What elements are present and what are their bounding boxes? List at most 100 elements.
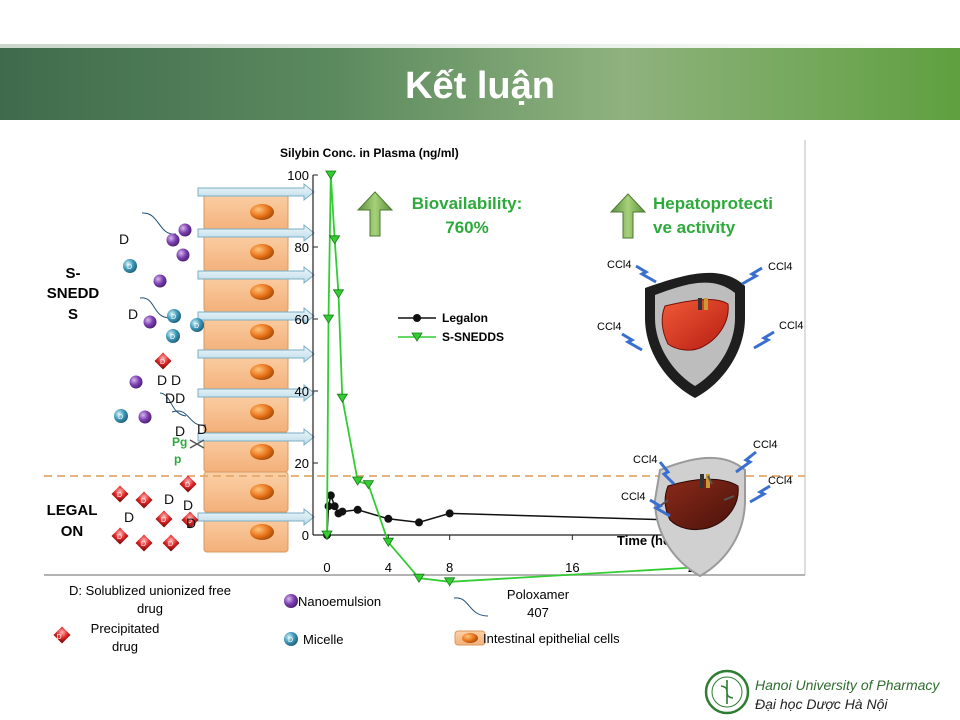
epithelial-cell [203, 191, 289, 233]
data-point [322, 314, 335, 324]
precipitated-drug-label: D [161, 517, 166, 524]
precipitated-drug-shape [181, 511, 199, 529]
precipitated-drug-particle [111, 527, 129, 545]
legalon-side-label-1: LEGAL [47, 502, 98, 519]
legend-micelle: Micelle [303, 632, 343, 647]
data-point [362, 480, 375, 490]
nanoemulsion-particle [153, 274, 167, 288]
micelle-particle [114, 409, 128, 423]
precipitated-drug-shape [111, 527, 129, 545]
chart-title: Silybin Conc. in Plasma (ng/ml) [280, 146, 459, 160]
chart-series [321, 170, 701, 587]
precipitated-drug-label: D [141, 498, 146, 505]
nanoemulsion-particle [143, 315, 157, 329]
precipitated-drug-label: D [168, 541, 173, 548]
legend-solubilized-1: D: Solublized unionized free [69, 583, 231, 598]
legend-poloxamer-swatch [453, 597, 489, 617]
poloxamer-strand [171, 410, 207, 426]
precipitated-drug-particle [135, 534, 153, 552]
data-point [384, 514, 393, 523]
legend-nanoemulsion: Nanoemulsion [298, 594, 381, 609]
cell-nucleus [250, 204, 274, 220]
footer-university-en: Hanoi University of Pharmacy [755, 677, 940, 693]
absorption-flow-arrow [197, 507, 315, 527]
hepato-text-1: Hepatoprotecti [653, 194, 773, 213]
free-drug-label: D [186, 515, 196, 531]
data-point [443, 577, 456, 587]
legend-precipitated-swatch [53, 626, 71, 644]
snedds-side-label-3: S [68, 306, 78, 323]
data-point [325, 170, 337, 180]
legend-precipitated-2: drug [112, 639, 138, 654]
free-drug-label: D [183, 497, 193, 513]
precipitated-drug-shape [155, 510, 173, 528]
y-tick-label: 100 [287, 168, 309, 183]
lightning-bolt-icon [741, 266, 763, 286]
legend-precipitated-1: Precipitated [91, 621, 160, 636]
precipitated-drug-label: D [187, 518, 192, 525]
slide-title: Kết luận [405, 65, 555, 107]
chart-legend: Legalon S-SNEDDS [398, 311, 504, 344]
epithelial-cell [203, 511, 289, 553]
free-drug-label: D [128, 306, 138, 322]
legend-precipitated-swatch-label: D [56, 634, 61, 641]
nanoemulsion-particle [138, 410, 152, 424]
figure-legend: D: Solublized unionized free drug D Prec… [53, 583, 620, 654]
legend-micelle-swatch-label: D [288, 637, 293, 644]
free-drug-label: D D [157, 372, 181, 388]
cell-nucleus [250, 324, 274, 340]
cell-nucleus [250, 404, 274, 420]
data-point [413, 573, 425, 583]
ccl4-label: CCl4 [779, 320, 803, 332]
micelle-particle [190, 318, 204, 332]
free-drug-label: D [124, 509, 134, 525]
data-point [353, 505, 362, 514]
x-tick-label: 8 [446, 560, 453, 575]
data-point [326, 491, 335, 500]
precipitated-drug-particle [162, 534, 180, 552]
legend-nanoemulsion-swatch [284, 594, 298, 608]
poloxamer-strand [141, 212, 177, 235]
nanoemulsion-particle [178, 223, 192, 237]
micelle-particle-label: D [127, 264, 132, 271]
absorption-flow-arrow [197, 265, 315, 285]
absorption-flow-arrow [197, 427, 315, 447]
poloxamer-strand [159, 392, 187, 417]
data-point [328, 235, 341, 245]
precipitated-drug-shape [162, 534, 180, 552]
free-drug-label: D [197, 421, 207, 437]
free-drug-label: D [119, 231, 129, 247]
bioavailability-text-2: 760% [445, 218, 488, 237]
plasma-concentration-chart: Silybin Conc. in Plasma (ng/ml) 02040608… [280, 146, 703, 587]
pgp-label-2: p [174, 452, 181, 466]
x-tick-label: 4 [385, 560, 392, 575]
micelle-particle-label: D [194, 323, 199, 330]
lightning-bolt-icon [635, 264, 657, 284]
cell-nucleus [250, 284, 274, 300]
protected-liver-shield-icon [645, 272, 745, 398]
cell-nucleus [250, 524, 274, 540]
micelle-particle-label: D [118, 414, 123, 421]
precipitated-drug-label: D [185, 482, 190, 489]
cell-nucleus [250, 484, 274, 500]
legalon-side-label-2: ON [61, 523, 84, 540]
precipitated-drug-label: D [141, 541, 146, 548]
ccl4-label: CCl4 [607, 259, 631, 271]
legend-solubilized-2: drug [137, 601, 163, 616]
epithelial-cell [203, 231, 289, 273]
banner-highlight [0, 44, 960, 50]
series-line [326, 174, 696, 583]
x-tick-label: 16 [565, 560, 579, 575]
precipitated-drug-particle [155, 510, 173, 528]
legend-label-legalon: Legalon [442, 311, 488, 325]
data-point [445, 509, 454, 518]
free-drug-label: D [175, 423, 185, 439]
lightning-bolt-icon [621, 332, 643, 352]
poloxamer-strand [139, 297, 171, 319]
y-tick-label: 60 [295, 312, 309, 327]
absorption-flow-arrow [197, 223, 315, 243]
y-tick-label: 80 [295, 240, 309, 255]
free-drug-label: DD [165, 390, 185, 406]
legend-micelle-swatch [284, 632, 298, 646]
legend-marker-legalon [413, 314, 421, 322]
